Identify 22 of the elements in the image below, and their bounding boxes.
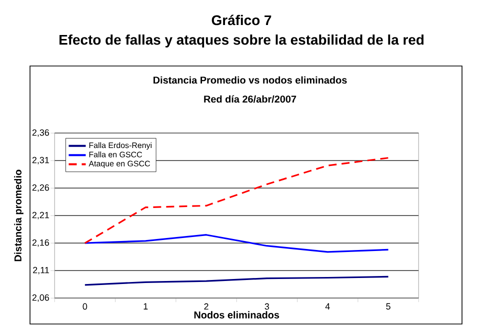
y-tick-label: 2,06: [32, 294, 50, 302]
y-tick-label: 2,31: [32, 156, 49, 164]
x-tick-label: 0: [82, 303, 88, 310]
x-tick-label: 2: [204, 303, 208, 310]
text: Distancia Promedio vs nodos eliminados: [154, 76, 347, 84]
line-series: [84, 234, 390, 253]
y-tick-label: 2,36: [32, 129, 50, 137]
line-series: [84, 157, 390, 244]
x-tick-label: 5: [386, 303, 390, 310]
text: Red día 26/abr/2007: [204, 95, 296, 103]
chart-title: Gráfico 7: [212, 14, 272, 26]
x-axis-title: Nodos eliminados: [194, 311, 280, 318]
x-tick-label: 3: [264, 303, 270, 310]
chart-subtitle: Efecto de fallas y ataques sobre la estabilidad de la red: [60, 34, 424, 48]
y-tick-label: 2,16: [32, 239, 50, 247]
y-tick-label: 2,21: [32, 212, 49, 220]
x-tick-label: 1: [144, 303, 148, 310]
x-tick-label: 4: [325, 303, 330, 310]
y-axis-title: Distancia promedio: [14, 170, 24, 262]
line-series: [84, 276, 390, 286]
y-tick-label: 2,11: [33, 266, 49, 274]
y-tick-label: 2,26: [32, 184, 50, 192]
